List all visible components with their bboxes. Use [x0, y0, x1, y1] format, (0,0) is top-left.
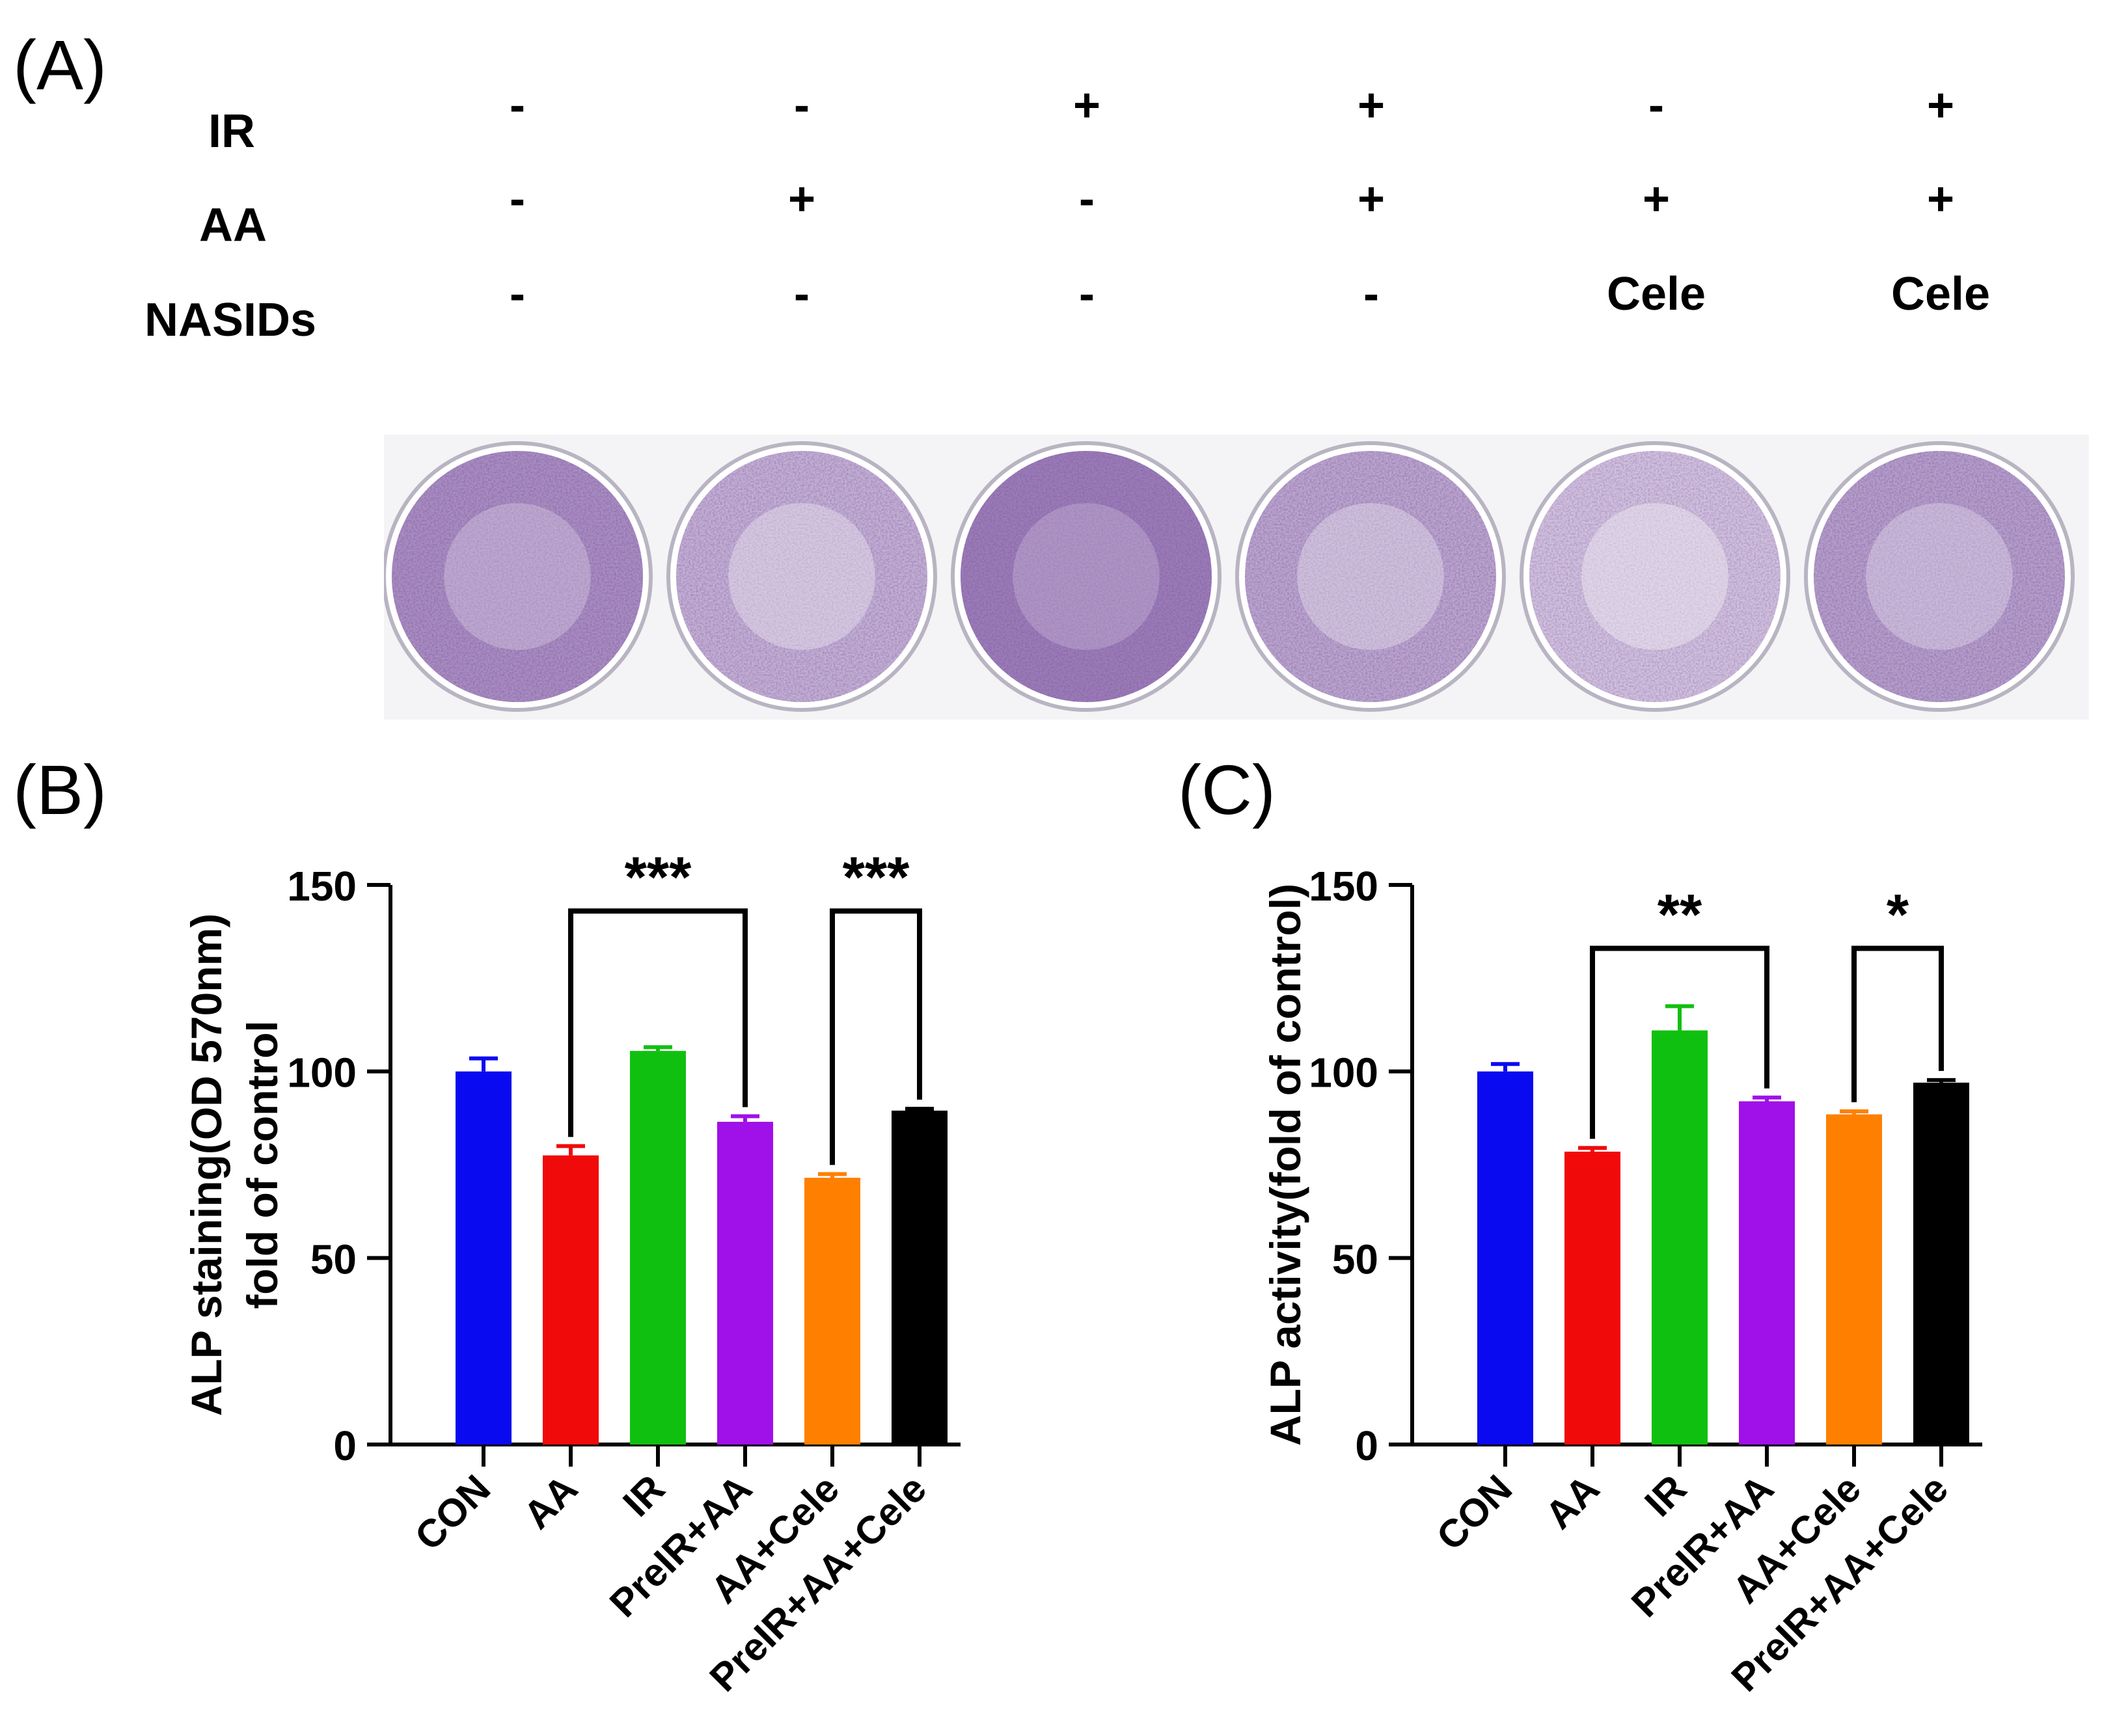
bar-ir — [1652, 1030, 1708, 1444]
culture-plate — [1804, 441, 2075, 712]
treatment-cell: + — [787, 173, 816, 225]
bar-preir-aa-cele — [1913, 1082, 1969, 1444]
x-tick-label: IR — [614, 1467, 673, 1525]
significance-bracket — [568, 908, 748, 1137]
treatment-cell: - — [794, 268, 810, 320]
treatment-cell: + — [1642, 173, 1671, 225]
significance-bracket — [830, 908, 922, 1165]
x-tick-label: CON — [407, 1467, 499, 1559]
significance-label: *** — [625, 845, 692, 909]
alp-stained-plates-photo — [382, 435, 2089, 720]
y-tick-label: 100 — [1309, 1050, 1378, 1096]
y-tick-label: 100 — [287, 1050, 357, 1096]
x-tick-label: AA — [1537, 1467, 1608, 1538]
panel-c-label: (C) — [1178, 750, 1276, 829]
bar-aa — [1564, 1151, 1620, 1444]
culture-plate — [1520, 441, 1790, 712]
treatment-cell: - — [1363, 268, 1379, 320]
y-tick-label: 0 — [1355, 1422, 1378, 1469]
bar-aa-cele — [804, 1178, 860, 1444]
bar-con — [1477, 1071, 1533, 1444]
row-label-aa: AA — [199, 199, 267, 251]
treatment-cell: - — [1079, 268, 1095, 320]
y-tick-label: 0 — [333, 1422, 357, 1469]
treatment-cell: + — [1926, 79, 1955, 131]
culture-plate — [666, 441, 937, 712]
row-label-ir: IR — [208, 105, 255, 157]
y-axis-label: ALP activity(fold of control) — [1261, 884, 1309, 1446]
x-tick-label: AA — [515, 1467, 586, 1538]
chart-alp-staining: 0 50 100 150 ALP staining(OD 570nm) fold of c… — [182, 845, 961, 1700]
treatment-cell: + — [1357, 173, 1385, 225]
significance-bracket — [1590, 945, 1769, 1139]
x-tick-label: IR — [1636, 1467, 1695, 1525]
treatment-cell: - — [794, 79, 810, 131]
treatment-cell: - — [510, 173, 525, 225]
y-axis-label: fold of control — [238, 1020, 286, 1309]
treatment-cell: + — [1072, 79, 1101, 131]
bar-preir-aa — [717, 1122, 773, 1444]
y-tick-label: 50 — [310, 1236, 357, 1282]
y-tick-label: 150 — [287, 863, 357, 910]
x-tick-label: CON — [1428, 1467, 1521, 1559]
culture-plate — [1235, 441, 1506, 712]
row-label-nasids: NASIDs — [144, 294, 317, 346]
significance-label: ** — [1658, 882, 1702, 946]
y-tick-label: 150 — [1309, 863, 1378, 910]
treatment-cell: Cele — [1890, 268, 1991, 320]
treatment-cell: - — [510, 268, 525, 320]
treatment-cell: Cele — [1606, 268, 1706, 320]
culture-plate — [382, 441, 653, 712]
treatment-cell: - — [1648, 79, 1664, 131]
bar-preir-aa — [1739, 1101, 1795, 1444]
panel-b-label: (B) — [13, 750, 107, 829]
treatment-cell: - — [1079, 173, 1095, 225]
significance-label: *** — [843, 845, 910, 909]
bar-preir-aa-cele — [892, 1110, 948, 1444]
panel-a-label: (A) — [13, 25, 107, 104]
treatment-cell: - — [510, 79, 525, 131]
treatment-cell: + — [1926, 173, 1955, 225]
bar-aa — [543, 1155, 599, 1444]
bar-aa-cele — [1826, 1114, 1882, 1444]
treatment-cell: + — [1357, 79, 1385, 131]
culture-plate — [951, 441, 1222, 712]
significance-bracket — [1851, 945, 1944, 1103]
bar-ir — [630, 1051, 686, 1444]
significance-label: * — [1887, 882, 1909, 946]
plates-image — [382, 441, 2075, 712]
bar-con — [456, 1071, 512, 1444]
y-axis-label: ALP staining(OD 570nm) — [182, 914, 230, 1417]
y-tick-label: 50 — [1332, 1236, 1378, 1282]
